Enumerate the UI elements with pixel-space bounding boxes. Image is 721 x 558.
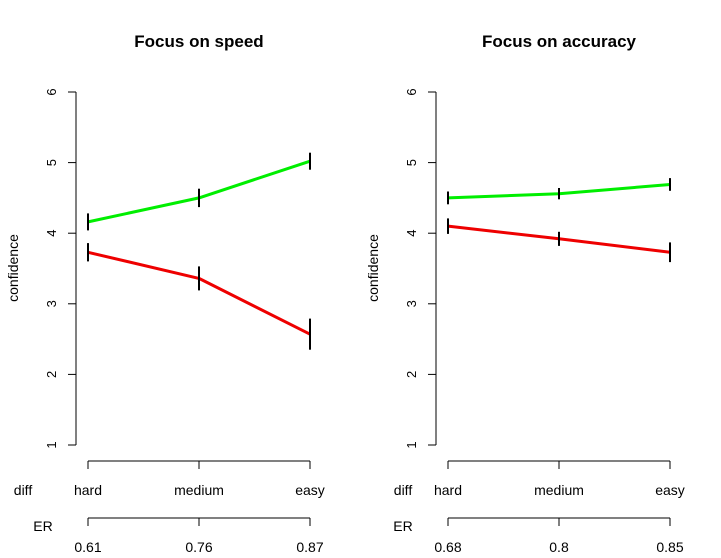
x-tick-label: hard — [434, 482, 462, 498]
y-axis-label: confidence — [5, 234, 21, 302]
er-axis-name: ER — [33, 518, 52, 534]
y-tick-label: 4 — [44, 230, 59, 237]
y-ticks: 1 2 3 4 5 6 — [44, 88, 76, 449]
y-tick-label: 6 — [404, 88, 419, 95]
y-tick-label: 5 — [404, 159, 419, 166]
y-tick-label: 2 — [44, 371, 59, 378]
er-tick-label: 0.85 — [656, 539, 683, 555]
panel-speed: Focus on speed confidence 1 2 3 4 5 6 diff ha… — [5, 32, 325, 555]
y-tick-label: 3 — [44, 300, 59, 307]
x-tick-label: easy — [295, 482, 325, 498]
er-tick-label: 0.87 — [296, 539, 323, 555]
series-line — [87, 250, 311, 336]
y-tick-label: 3 — [404, 300, 419, 307]
series-lines — [87, 159, 311, 336]
x-tick-label: medium — [174, 482, 224, 498]
x-tick-label: easy — [655, 482, 685, 498]
panel-title: Focus on speed — [134, 32, 263, 51]
y-tick-label: 5 — [44, 159, 59, 166]
error-bars — [87, 152, 311, 350]
er-tick-label: 0.8 — [549, 539, 569, 555]
y-tick-label: 4 — [404, 230, 419, 237]
y-tick-label: 1 — [44, 441, 59, 448]
panel-title: Focus on accuracy — [482, 32, 637, 51]
y-tick-label: 2 — [404, 371, 419, 378]
y-tick-label: 6 — [44, 88, 59, 95]
er-tick-label: 0.76 — [185, 539, 212, 555]
y-axis-label: confidence — [365, 234, 381, 302]
y-tick-label: 1 — [404, 441, 419, 448]
error-bars — [447, 178, 671, 263]
er-tick-label: 0.61 — [74, 539, 101, 555]
x-tick-label: medium — [534, 482, 584, 498]
panel-accuracy: Focus on accuracy confidence 1 2 3 4 5 6 diff… — [365, 32, 685, 555]
x-axis-name: diff — [14, 482, 33, 498]
x-tick-label: hard — [74, 482, 102, 498]
y-ticks: 1 2 3 4 5 6 — [404, 88, 436, 449]
er-axis-name: ER — [393, 518, 412, 534]
er-tick-label: 0.68 — [434, 539, 461, 555]
x-axis-name: diff — [394, 482, 413, 498]
